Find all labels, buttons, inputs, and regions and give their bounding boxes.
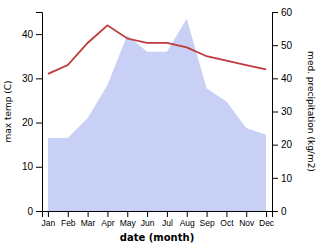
tick-label: Mar <box>81 218 96 228</box>
tick-label: 30 <box>281 106 293 117</box>
tick-mark <box>147 211 148 217</box>
tick-mark <box>36 78 42 79</box>
tick-label: 10 <box>281 173 293 184</box>
tick: 40 <box>22 29 42 40</box>
tick: Nov <box>239 211 255 228</box>
y2-axis: 0 10 20 30 40 50 60 <box>272 7 293 217</box>
tick: May <box>120 211 137 228</box>
tick: 30 <box>272 106 293 117</box>
tick-mark <box>107 211 108 217</box>
y-axis: 0 10 20 30 40 <box>22 13 43 217</box>
y2-axis-title: med. precipitation (kg/m2) <box>306 51 316 172</box>
tick: Jul <box>162 211 173 228</box>
marks <box>48 19 266 211</box>
tick-mark <box>68 211 69 217</box>
tick: Sep <box>200 211 215 228</box>
tick-label: Sep <box>200 218 215 228</box>
tick: Jan <box>42 211 56 228</box>
tick: 10 <box>272 173 293 184</box>
axis-line <box>273 13 279 212</box>
tick-mark <box>246 211 247 217</box>
tick: 0 <box>27 206 42 217</box>
line <box>48 25 266 74</box>
tick: Oct <box>220 211 234 228</box>
tick-mark <box>36 167 42 168</box>
x-axis: Jan Feb Mar Apr May Jun Jul Aug Sep Oct Nov Dec <box>42 211 275 228</box>
tick-label: Oct <box>220 218 234 228</box>
tick-mark <box>36 211 42 212</box>
tick: Jun <box>141 211 155 228</box>
tick-mark <box>272 211 278 212</box>
chart: Jan Feb Mar Apr May Jun Jul Aug Sep Oct Nov Dec 0 10 2… <box>0 0 318 247</box>
tick: Dec <box>259 211 275 228</box>
tick: 10 <box>22 161 42 172</box>
tick-mark <box>36 123 42 124</box>
tick-label: Jul <box>162 218 173 228</box>
tick-mark <box>207 211 208 217</box>
tick-label: 10 <box>22 161 34 172</box>
tick-label: May <box>120 218 137 228</box>
tick-label: 0 <box>27 206 33 217</box>
tick-mark <box>272 78 278 79</box>
tick-mark <box>167 211 168 217</box>
tick: 0 <box>272 206 287 217</box>
tick-mark <box>272 45 278 46</box>
tick-label: Jun <box>141 218 155 228</box>
tick: 50 <box>272 40 293 51</box>
tick-mark <box>272 12 278 13</box>
x-axis-title: date (month) <box>120 232 194 243</box>
tick: Apr <box>101 211 114 228</box>
tick-label: Jan <box>42 218 56 228</box>
tick-label: Apr <box>101 218 114 228</box>
tick-label: 0 <box>281 206 287 217</box>
area <box>48 19 266 211</box>
tick-mark <box>266 211 267 217</box>
tick: 30 <box>22 73 42 84</box>
y-axis-title: max temp (C) <box>3 80 13 142</box>
tick-mark <box>272 178 278 179</box>
tick-mark <box>48 211 49 217</box>
tick-label: 50 <box>281 40 293 51</box>
tick-label: Feb <box>61 218 76 228</box>
tick-label: 40 <box>22 29 34 40</box>
tick-mark <box>226 211 227 217</box>
tick: 60 <box>272 7 293 18</box>
tick-label: Nov <box>239 218 255 228</box>
axis-line <box>43 212 273 218</box>
axis-line <box>36 13 43 212</box>
tick: Mar <box>81 211 96 228</box>
tick-label: 20 <box>22 117 34 128</box>
tick: 40 <box>272 73 293 84</box>
tick: 20 <box>22 117 42 128</box>
tick-mark <box>187 211 188 217</box>
tick-mark <box>272 112 278 113</box>
tick: Aug <box>180 211 195 228</box>
tick-label: 60 <box>281 7 293 18</box>
tick-label: 20 <box>281 139 293 150</box>
tick-label: 30 <box>22 73 34 84</box>
tick-mark <box>36 34 42 35</box>
tick-mark <box>272 145 278 146</box>
tick-mark <box>127 211 128 217</box>
tick: Feb <box>61 211 76 228</box>
plot-area: Jan Feb Mar Apr May Jun Jul Aug Sep Oct Nov Dec 0 10 2… <box>22 7 293 228</box>
tick-label: 40 <box>281 73 293 84</box>
tick-label: Aug <box>180 218 195 228</box>
tick: 20 <box>272 139 293 150</box>
tick-mark <box>88 211 89 217</box>
tick-label: Dec <box>259 218 275 228</box>
